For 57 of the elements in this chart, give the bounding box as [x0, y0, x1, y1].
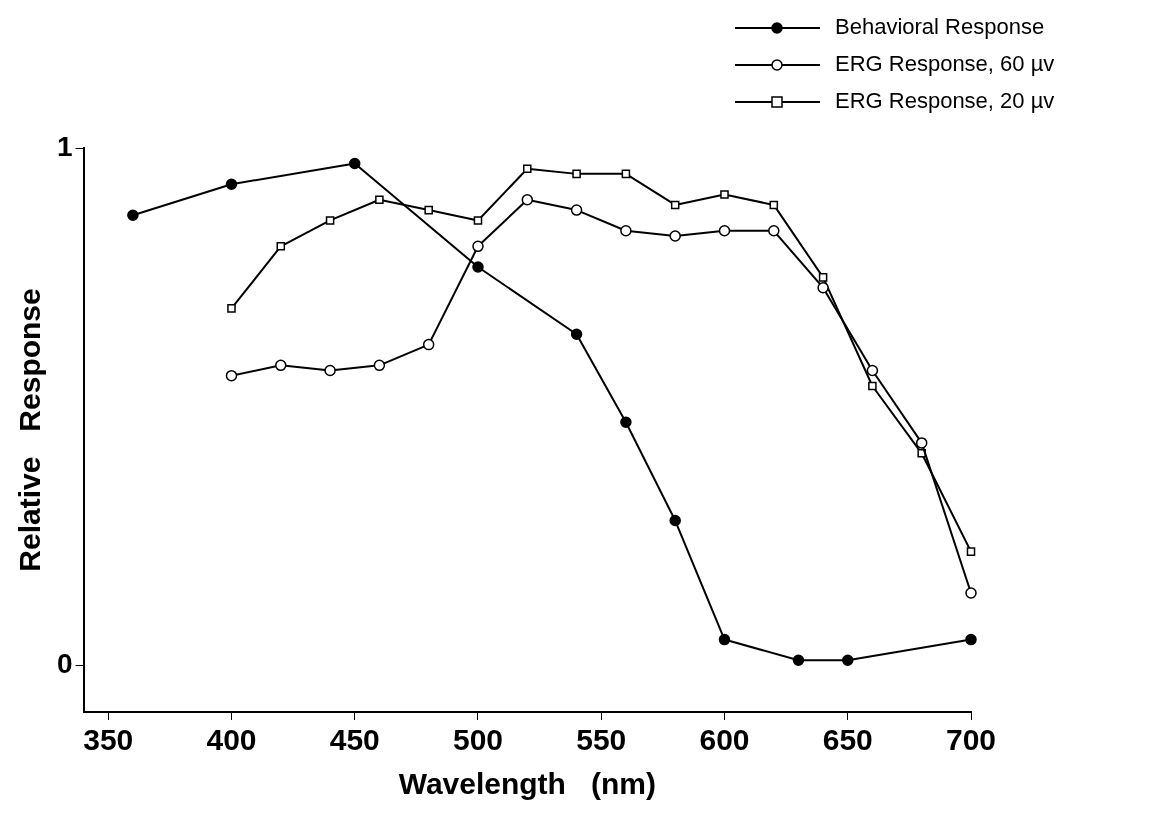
point — [521, 193, 534, 206]
point — [621, 169, 631, 179]
x-tick-label: 600 — [699, 723, 750, 757]
point — [868, 381, 877, 391]
point — [227, 304, 236, 313]
x-tick-label: 400 — [206, 723, 257, 757]
y-axis-title: Relative Response — [13, 288, 47, 572]
point — [127, 209, 139, 222]
point — [570, 328, 583, 341]
y-tick-label: 1 — [56, 130, 73, 162]
point — [422, 338, 435, 351]
point — [866, 364, 879, 377]
point — [792, 654, 805, 667]
point — [965, 633, 977, 646]
point — [325, 216, 335, 225]
point — [348, 157, 361, 170]
point — [817, 281, 829, 294]
point — [842, 654, 854, 667]
point — [966, 547, 976, 556]
x-tick-label: 650 — [822, 723, 873, 757]
point — [720, 190, 729, 199]
point — [276, 242, 286, 251]
point — [424, 205, 433, 215]
x-tick-label: 450 — [329, 723, 380, 757]
legend-label: ERG Response, 20 µv — [835, 88, 1055, 114]
point — [375, 195, 384, 205]
x-axis-title: Wavelength (nm) — [398, 767, 656, 801]
point — [718, 225, 731, 237]
point — [670, 200, 680, 210]
point — [620, 416, 632, 428]
point — [620, 225, 632, 237]
point — [275, 359, 287, 372]
point — [472, 261, 484, 273]
point — [523, 164, 532, 173]
y-tick-label: 0 — [56, 648, 73, 680]
legend-label: ERG Response, 60 µv — [835, 51, 1055, 77]
point — [572, 169, 581, 179]
x-tick-label: 550 — [576, 723, 627, 757]
point — [373, 359, 386, 372]
point — [225, 178, 238, 190]
point — [965, 587, 977, 599]
point — [570, 204, 583, 216]
point — [769, 200, 779, 210]
point — [768, 225, 780, 237]
point — [915, 437, 928, 449]
x-tick-label: 350 — [83, 723, 134, 757]
point — [718, 633, 731, 646]
legend-label: Behavioral Response — [835, 14, 1045, 40]
point — [225, 369, 238, 382]
x-tick-label: 500 — [452, 723, 504, 757]
point — [473, 216, 483, 225]
point — [324, 364, 336, 377]
point — [818, 273, 828, 282]
x-tick-label: 700 — [945, 723, 997, 757]
point — [472, 240, 484, 253]
point — [669, 514, 681, 527]
point — [669, 230, 681, 242]
